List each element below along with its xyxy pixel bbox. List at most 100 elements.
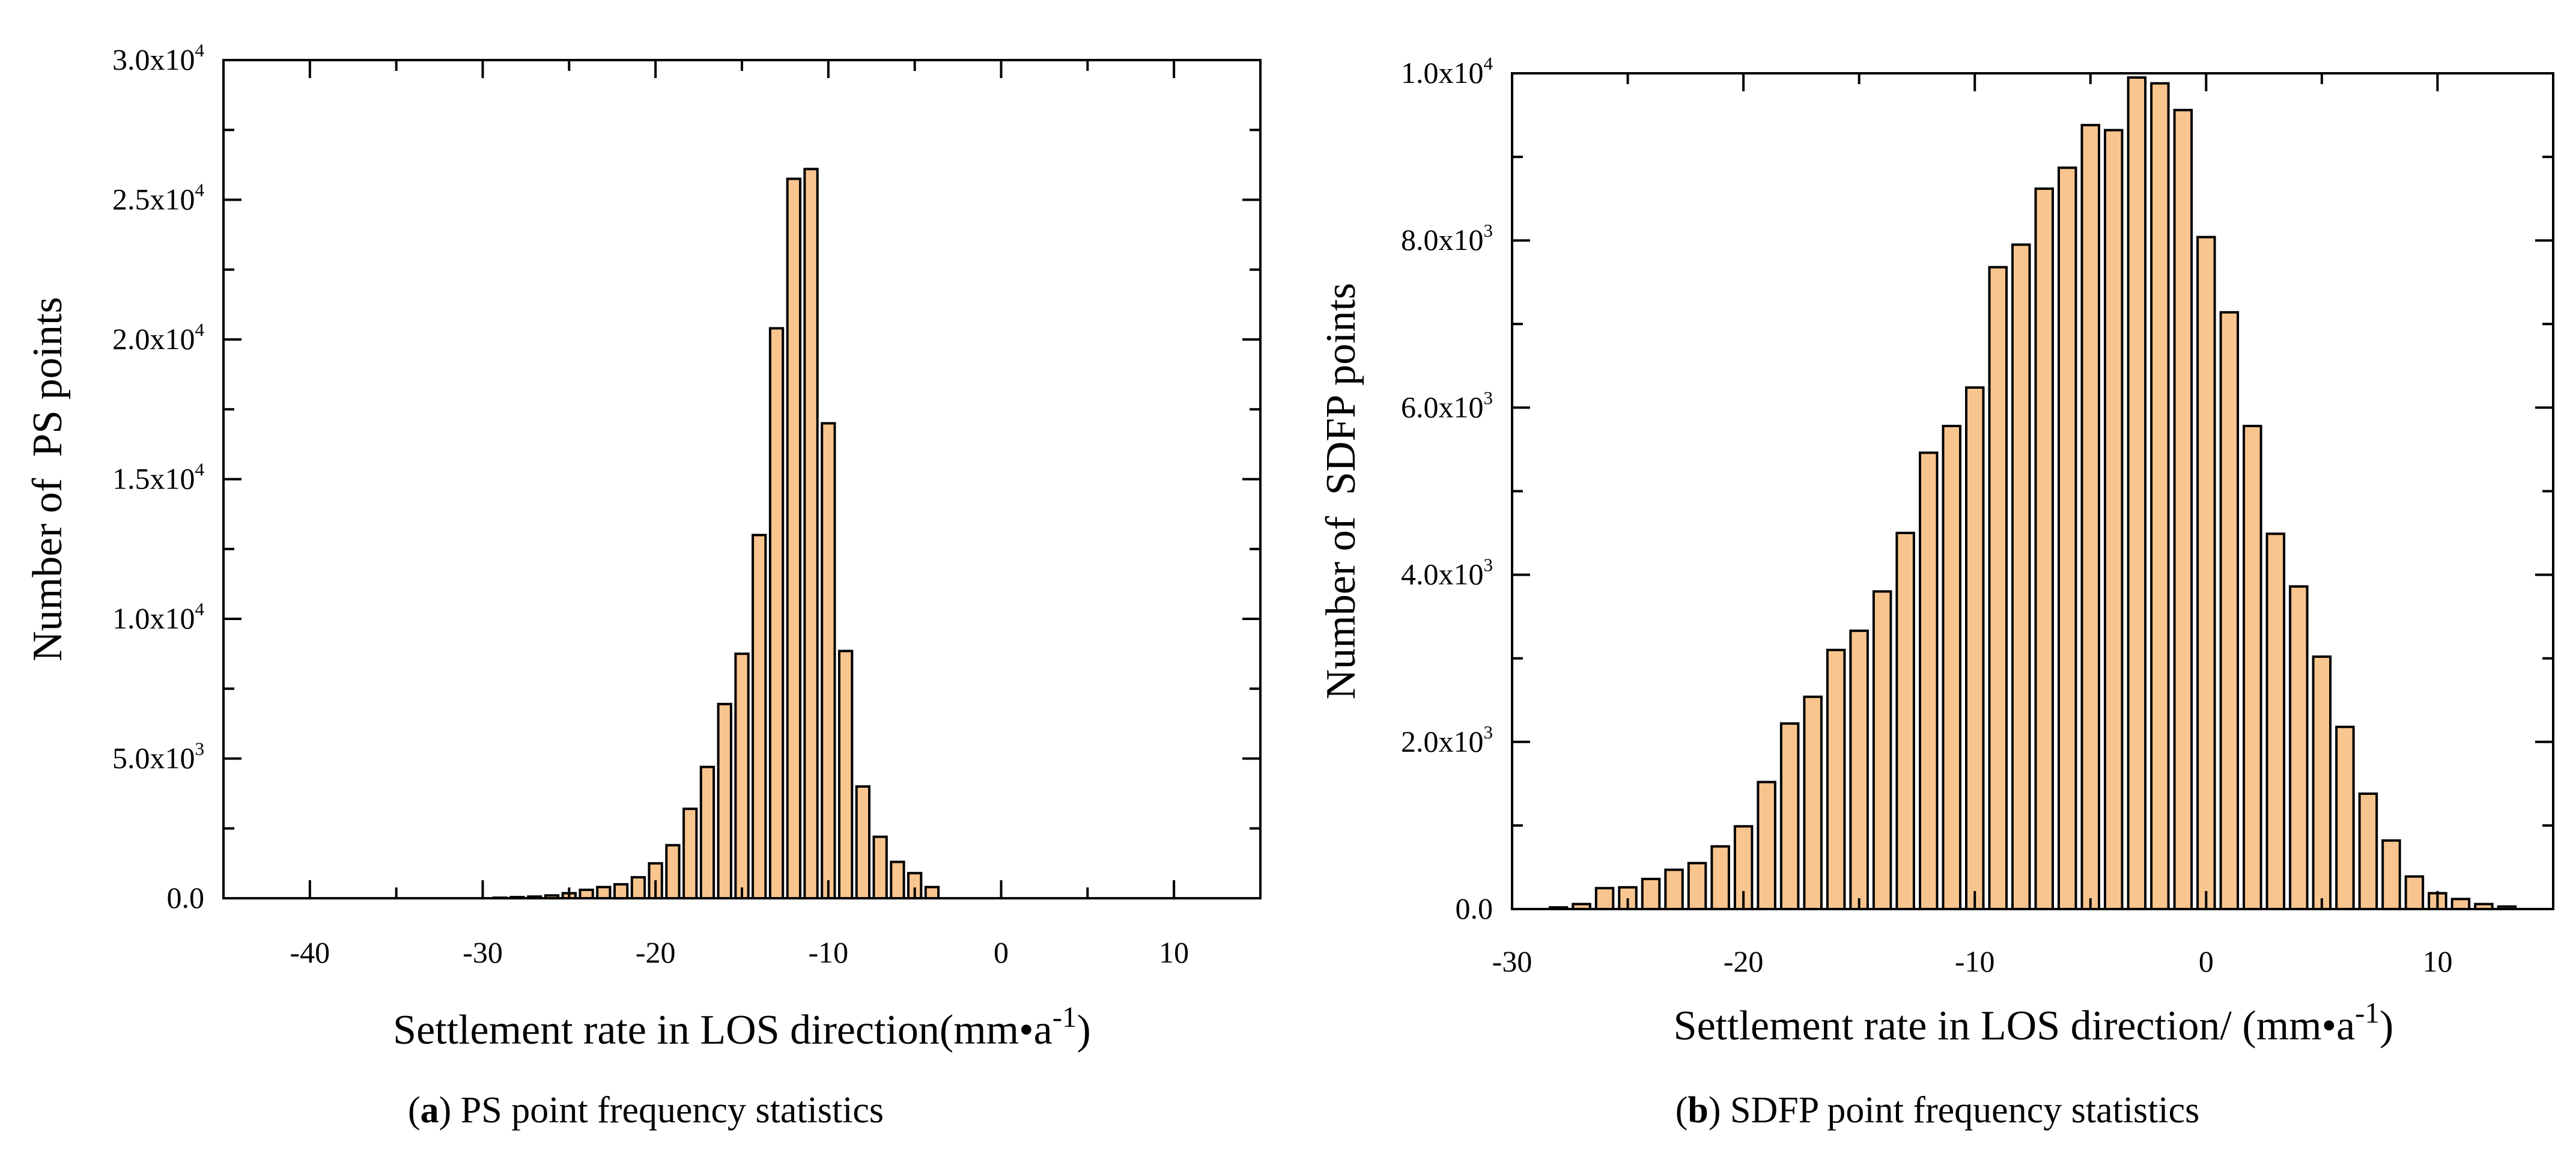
- caption-text: SDFP point frequency statistics: [1721, 1090, 2200, 1131]
- histogram-bar: [2127, 76, 2147, 910]
- histogram-bar: [752, 534, 767, 899]
- y-tick-base: 2.0x10: [112, 322, 195, 356]
- x-tick-label: -30: [1492, 945, 1533, 978]
- y-tick-exponent: 4: [195, 40, 205, 61]
- figure-caption: (a) PS point frequency statistics: [408, 1090, 884, 1131]
- x-tick-label: 0: [994, 935, 1009, 969]
- x-tick-label: -30: [463, 935, 503, 969]
- y-tick-label: 8.0x103: [1401, 220, 1493, 257]
- y-tick-base: 0.0: [167, 881, 205, 914]
- caption-open-paren: (: [408, 1090, 421, 1131]
- x-axis-label-text: Settlement rate in LOS direction(mm•a: [393, 1007, 1053, 1053]
- histogram-bar: [2150, 82, 2170, 911]
- histogram-bar: [2034, 187, 2054, 910]
- histogram-bar: [1849, 629, 1869, 911]
- histogram-bar: [630, 876, 646, 899]
- histogram-bar: [2080, 124, 2100, 911]
- y-tick-base: 6.0x10: [1401, 390, 1484, 424]
- histogram-bar: [2219, 311, 2240, 910]
- x-tick-label: 10: [1159, 935, 1189, 969]
- histogram-bar: [613, 883, 629, 900]
- y-tick-exponent: 4: [1484, 53, 1493, 74]
- histogram-bar: [1779, 722, 1800, 910]
- histogram-bar: [1803, 695, 1823, 910]
- y-tick-exponent: 3: [195, 738, 205, 759]
- y-tick-base: 1.0x10: [112, 601, 195, 635]
- y-tick-exponent: 4: [195, 180, 205, 201]
- y-tick-label: 2.0x104: [112, 319, 205, 356]
- y-tick-label: 3.0x104: [112, 40, 205, 76]
- histogram-bar: [2312, 655, 2332, 911]
- histogram-bar: [2450, 898, 2471, 911]
- y-tick-label: 2.5x104: [112, 180, 205, 216]
- histogram-bar: [1965, 386, 1985, 910]
- histogram-bar: [1895, 532, 1915, 910]
- caption-close-paren: ): [439, 1090, 452, 1131]
- y-tick-base: 8.0x10: [1401, 223, 1484, 257]
- histogram-bar: [1641, 877, 1661, 911]
- histogram-bar: [1710, 845, 1730, 910]
- caption-open-paren: (: [1675, 1090, 1688, 1131]
- histogram-bar: [855, 785, 870, 899]
- y-tick-label: 2.0x103: [1401, 722, 1493, 758]
- histogram-bar: [1988, 266, 2008, 911]
- histogram-bar: [1919, 451, 1939, 910]
- y-tick-exponent: 3: [1484, 387, 1493, 408]
- histogram-bar: [821, 422, 836, 899]
- histogram-bar: [1664, 868, 1684, 910]
- histogram-bar: [838, 650, 854, 899]
- histogram-bar: [699, 765, 715, 899]
- y-tick-exponent: 3: [1484, 220, 1493, 241]
- histogram-bar: [2173, 109, 2193, 911]
- x-tick-label: -20: [636, 935, 676, 969]
- x-tick-label: 10: [2422, 945, 2452, 978]
- histogram-bar: [803, 168, 819, 899]
- x-tick-label: -10: [1955, 945, 1995, 978]
- histogram-bar: [682, 808, 698, 899]
- y-tick-base: 4.0x10: [1401, 558, 1484, 591]
- histogram-bar: [2196, 236, 2216, 911]
- y-tick-label: 1.0x104: [1401, 53, 1493, 90]
- histogram-bar: [2058, 166, 2077, 911]
- y-tick-base: 3.0x10: [112, 43, 195, 76]
- y-tick-exponent: 4: [195, 598, 205, 619]
- y-tick-label: 1.0x104: [112, 598, 205, 635]
- y-tick-exponent: 3: [1484, 722, 1493, 743]
- x-tick-label: 0: [2199, 945, 2214, 978]
- caption-close-paren: ): [1709, 1090, 1721, 1131]
- y-tick-label: 0.0: [167, 881, 205, 914]
- chart-a-ps-histogram: -40 -30 -20 -10 0 100.05.0x1031.0x1041.5x1042…: [25, 40, 1262, 1131]
- y-tick-label: 5.0x103: [112, 738, 204, 775]
- y-tick-base: 2.0x10: [1401, 725, 1484, 758]
- histogram-bar: [717, 702, 732, 900]
- y-tick-label: 6.0x103: [1401, 387, 1493, 424]
- histogram-bar: [2265, 532, 2286, 910]
- histogram-bar: [2104, 129, 2124, 911]
- y-axis-label: Number of SDFP points: [1318, 283, 1364, 700]
- histogram-bar: [2289, 585, 2309, 910]
- y-tick-label: 4.0x103: [1401, 555, 1493, 591]
- y-axis-label: Number of PS points: [25, 297, 71, 662]
- histogram-bar: [768, 327, 785, 899]
- histogram-bar: [1826, 648, 1846, 911]
- histogram-bar: [2358, 792, 2378, 910]
- histogram-bar: [1872, 590, 1892, 910]
- x-axis-label-text: Settlement rate in LOS direction/ (mm•a: [1674, 1003, 2356, 1049]
- caption-label: b: [1687, 1090, 1708, 1131]
- histogram-bar: [2243, 425, 2262, 910]
- x-axis-label-tail: ): [2380, 1003, 2393, 1049]
- histogram-bar: [2381, 839, 2401, 911]
- x-tick-label: -40: [290, 935, 330, 969]
- caption-text: PS point frequency statistics: [451, 1090, 884, 1131]
- histogram-bar: [924, 886, 940, 900]
- x-axis-label-tail: ): [1077, 1007, 1091, 1053]
- histogram-bar: [872, 835, 888, 899]
- x-axis-label: Settlement rate in LOS direction(mm•a-1): [393, 1000, 1091, 1053]
- y-tick-base: 5.0x10: [112, 741, 195, 775]
- histogram-bar: [665, 844, 681, 899]
- histogram-bar: [786, 177, 801, 900]
- histogram-bar: [1594, 887, 1615, 910]
- histogram-bar: [1687, 862, 1707, 910]
- histogram-bar: [596, 886, 612, 900]
